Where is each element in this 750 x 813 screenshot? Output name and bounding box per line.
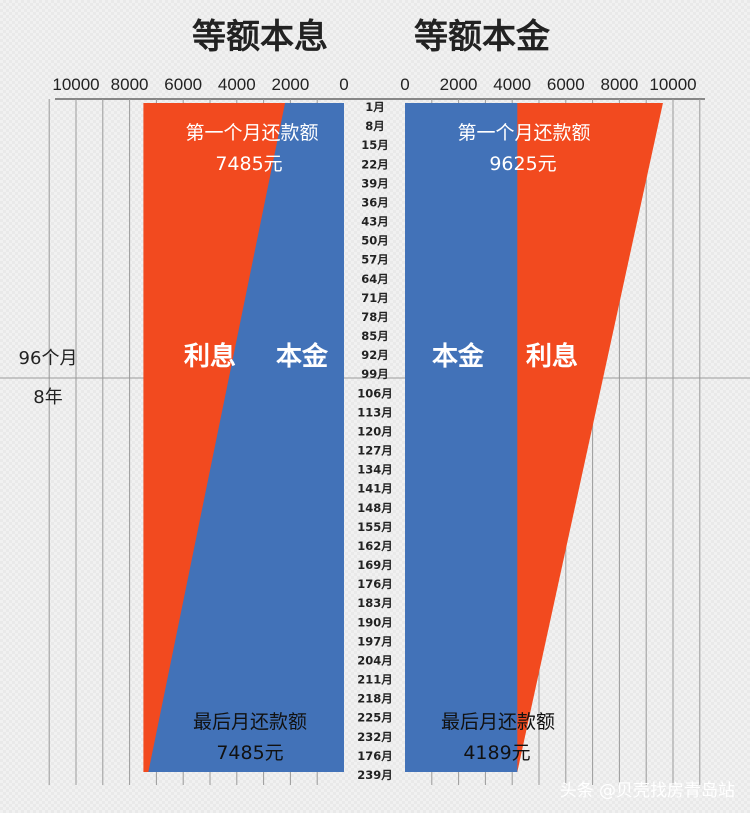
right-x-tick-label: 0 — [400, 75, 409, 94]
month-label: 218月 — [357, 692, 393, 706]
watermark: 头条 @贝壳找房青岛站 — [560, 781, 735, 801]
x-axis-ticks: 10000 8000 6000 4000 2000 0 0 2000 4000 6000 8000 1… — [52, 75, 696, 94]
month-label: 155月 — [357, 520, 393, 534]
right-principal-label: 本金 — [432, 341, 485, 372]
month-label: 92月 — [361, 348, 389, 362]
left-x-tick-label: 2000 — [271, 75, 309, 94]
month-label: 239月 — [357, 768, 393, 782]
month-label: 232月 — [357, 730, 393, 744]
month-label: 134月 — [357, 463, 393, 477]
month-label: 43月 — [361, 215, 389, 229]
marker-years-label: 8年 — [33, 387, 62, 408]
month-label: 169月 — [357, 558, 393, 572]
month-label: 162月 — [357, 539, 393, 553]
month-label: 71月 — [361, 291, 389, 305]
month-labels: 1月 8月 15月 22月 39月 36月 43月 50月 57月 64月 71月 78月 85月 92月… — [357, 100, 393, 782]
month-label: 106月 — [357, 386, 393, 400]
right-x-tick-label: 4000 — [493, 75, 531, 94]
right-interest-label: 利息 — [526, 341, 578, 372]
month-label: 8月 — [365, 119, 385, 133]
left-first-payment-label: 第一个月还款额 — [185, 122, 318, 144]
month-label: 190月 — [357, 615, 393, 629]
month-label: 39月 — [361, 176, 389, 190]
left-x-tick-label: 6000 — [164, 75, 202, 94]
month-label: 225月 — [357, 711, 393, 725]
month-label: 148月 — [357, 501, 393, 515]
right-x-tick-label: 8000 — [600, 75, 638, 94]
month-label: 36月 — [361, 195, 389, 209]
month-label: 85月 — [361, 329, 389, 343]
month-label: 78月 — [361, 310, 389, 324]
left-last-payment-label: 最后月还款额 — [193, 711, 307, 733]
left-last-payment-value: 7485元 — [216, 742, 283, 764]
right-principal-area — [405, 103, 518, 772]
month-label: 176月 — [357, 749, 393, 763]
month-label: 120月 — [357, 424, 393, 438]
month-label: 211月 — [357, 673, 393, 687]
right-x-tick-label: 6000 — [547, 75, 585, 94]
month-label: 99月 — [361, 367, 389, 381]
right-x-tick-label: 2000 — [440, 75, 478, 94]
month-label: 127月 — [357, 444, 393, 458]
month-label: 22月 — [361, 157, 389, 171]
month-label: 197月 — [357, 634, 393, 648]
left-chart-title: 等额本息 — [192, 17, 328, 57]
left-interest-label: 利息 — [184, 341, 236, 372]
month-label: 204月 — [357, 653, 393, 667]
left-principal-label: 本金 — [276, 341, 329, 372]
right-first-payment-value: 9625元 — [489, 153, 556, 175]
chart-areas — [143, 103, 663, 772]
right-chart-title: 等额本金 — [414, 17, 551, 57]
month-label: 64月 — [361, 272, 389, 286]
month-label: 183月 — [357, 596, 393, 610]
left-first-payment-value: 7485元 — [215, 153, 282, 175]
month-label: 176月 — [357, 577, 393, 591]
month-label: 15月 — [361, 138, 389, 152]
left-x-tick-label: 4000 — [218, 75, 256, 94]
month-label: 57月 — [361, 253, 389, 267]
right-first-payment-label: 第一个月还款额 — [457, 122, 590, 144]
left-x-tick-label: 0 — [339, 75, 348, 94]
month-label: 141月 — [357, 482, 393, 496]
month-label: 113月 — [357, 405, 393, 419]
left-x-tick-label: 8000 — [111, 75, 149, 94]
left-x-tick-label: 10000 — [52, 75, 99, 94]
right-x-tick-label: 10000 — [649, 75, 696, 94]
left-principal-area — [148, 103, 344, 772]
month-label: 50月 — [361, 234, 389, 248]
month-label: 1月 — [365, 100, 385, 114]
right-last-payment-label: 最后月还款额 — [441, 711, 555, 733]
marker-months-label: 96个月 — [19, 348, 78, 369]
right-last-payment-value: 4189元 — [463, 742, 530, 764]
